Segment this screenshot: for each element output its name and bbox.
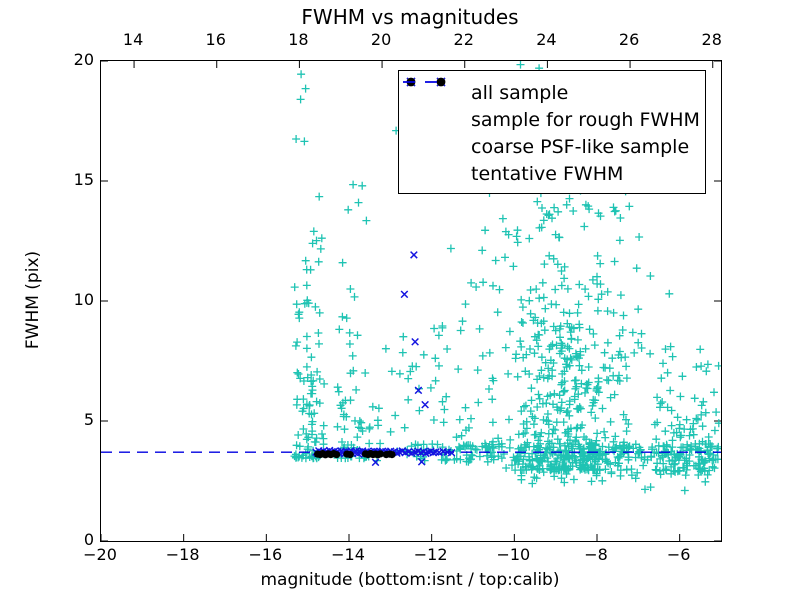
tick-label: −20: [83, 545, 117, 564]
legend-label: coarse PSF-like sample: [471, 135, 690, 158]
tick-label: −12: [413, 545, 448, 564]
tick-label: −18: [165, 545, 200, 564]
legend-item-rough-fwhm: sample for rough FWHM: [405, 77, 700, 133]
scatter-canvas: [101, 61, 721, 541]
legend-item-tentative-fwhm: tentative FWHM: [403, 81, 699, 187]
tick-label: 15: [73, 170, 94, 189]
tick-label: 16: [205, 30, 226, 49]
legend-label: sample for rough FWHM: [471, 108, 700, 131]
tick-label: 5: [83, 410, 94, 429]
tick-label: 18: [288, 30, 309, 49]
legend-label: tentative FWHM: [471, 162, 624, 185]
tick-label: 0: [83, 530, 94, 549]
x-marker-icon: [405, 77, 461, 131]
x-axis-label: magnitude (bottom:isnt / top:calib): [260, 570, 560, 590]
tick-label: 20: [370, 30, 392, 49]
tick-label: 28: [701, 30, 722, 49]
tick-label: −14: [331, 545, 365, 564]
tick-label: −6: [666, 545, 691, 564]
tick-label: −10: [496, 545, 531, 564]
plot-area: all sample sample for rough FWHM coarse …: [100, 60, 722, 542]
dot-marker-icon: [405, 77, 461, 158]
tick-label: 20: [73, 50, 94, 69]
tick-label: −16: [248, 545, 283, 564]
dashed-line-icon: [403, 81, 461, 185]
tick-label: 22: [453, 30, 474, 49]
chart-title: FWHM vs magnitudes: [301, 5, 519, 29]
tick-label: −8: [584, 545, 608, 564]
tick-label: 14: [122, 30, 144, 49]
tick-label: 24: [536, 30, 557, 49]
legend: all sample sample for rough FWHM coarse …: [398, 70, 706, 194]
legend-label: all sample: [471, 81, 569, 104]
tick-label: 10: [73, 290, 94, 309]
tick-label: 26: [618, 30, 640, 49]
legend-item-coarse-psf: coarse PSF-like sample: [405, 77, 699, 160]
y-axis-label: FWHM (pix): [23, 250, 43, 350]
